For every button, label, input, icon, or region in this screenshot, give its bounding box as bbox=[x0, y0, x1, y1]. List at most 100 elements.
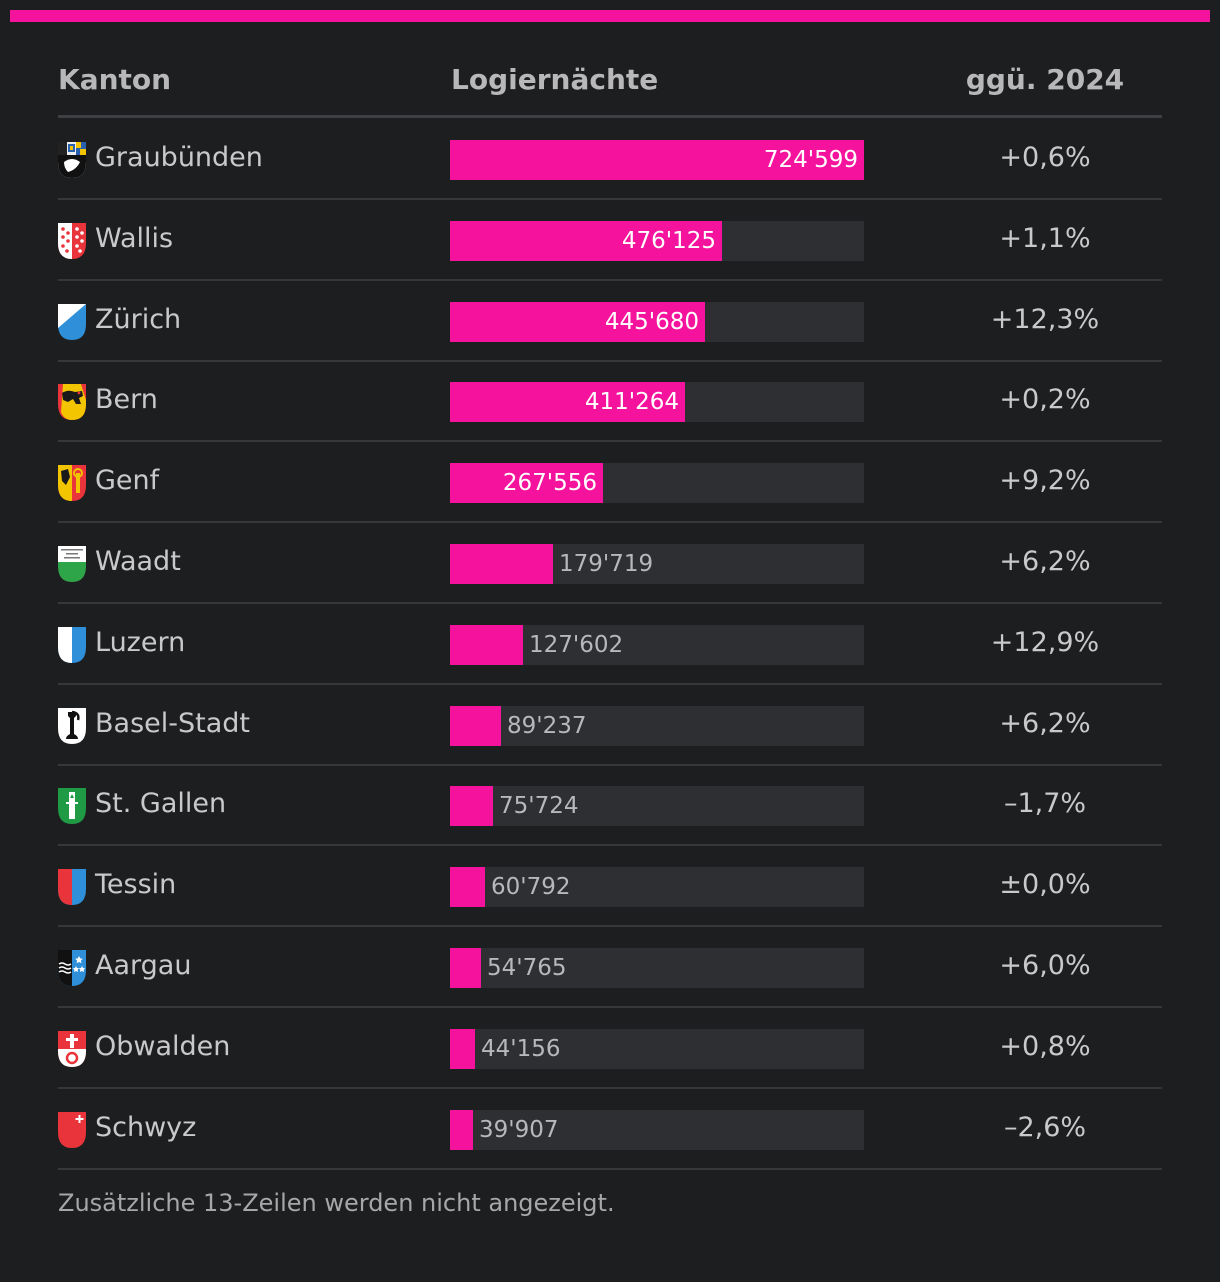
schwyz-flag-icon bbox=[58, 1112, 86, 1148]
bar-value-label: 60'792 bbox=[491, 874, 571, 900]
bar-value-label: 476'125 bbox=[621, 228, 716, 254]
kanton-name: Zürich bbox=[95, 304, 182, 335]
bar-track: 44'156 bbox=[450, 1029, 864, 1069]
kanton-name: Obwalden bbox=[95, 1031, 231, 1062]
table-row[interactable]: Basel-Stadt 89'237 +6,2% bbox=[58, 686, 1162, 766]
table-row[interactable]: St. Gallen 75'724 –1,7% bbox=[58, 766, 1162, 846]
row-divider bbox=[58, 683, 1162, 685]
row-divider bbox=[58, 925, 1162, 927]
table-row[interactable]: Zürich 445'680 +12,3% bbox=[58, 282, 1162, 362]
row-divider bbox=[58, 1168, 1162, 1170]
bar-value-label: 724'599 bbox=[763, 147, 858, 173]
row-divider bbox=[58, 279, 1162, 281]
change-value: +0,6% bbox=[999, 142, 1091, 173]
bar-value-label: 267'556 bbox=[502, 470, 597, 496]
bar-track: 445'680 bbox=[450, 302, 864, 342]
luzern-flag-icon bbox=[58, 627, 86, 663]
bar-fill bbox=[450, 1029, 475, 1069]
table-row[interactable]: Genf 267'556 +9,2% bbox=[58, 443, 1162, 523]
bar-value-label: 75'724 bbox=[499, 793, 579, 819]
row-divider bbox=[58, 521, 1162, 523]
kanton-name: Luzern bbox=[95, 627, 186, 658]
aargau-flag-icon bbox=[58, 950, 86, 986]
change-value: +0,8% bbox=[999, 1031, 1091, 1062]
kanton-name: Genf bbox=[95, 465, 160, 496]
bar-fill bbox=[450, 140, 864, 180]
waadt-flag-icon bbox=[58, 546, 86, 582]
change-value: +6,2% bbox=[999, 708, 1091, 739]
kanton-name: Basel-Stadt bbox=[95, 708, 250, 739]
bar-track: 127'602 bbox=[450, 625, 864, 665]
kanton-name: St. Gallen bbox=[95, 788, 227, 819]
row-divider bbox=[58, 602, 1162, 604]
bern-flag-icon bbox=[58, 384, 86, 420]
bar-fill bbox=[450, 544, 553, 584]
change-value: +6,0% bbox=[999, 950, 1091, 981]
kanton-name: Schwyz bbox=[95, 1112, 197, 1143]
row-divider bbox=[58, 764, 1162, 766]
kanton-name: Graubünden bbox=[95, 142, 263, 173]
bar-track: 179'719 bbox=[450, 544, 864, 584]
column-header-kanton[interactable]: Kanton bbox=[58, 63, 172, 96]
kanton-name: Aargau bbox=[95, 950, 192, 981]
bar-track: 476'125 bbox=[450, 221, 864, 261]
table-row[interactable]: Aargau 54'765 +6,0% bbox=[58, 928, 1162, 1008]
change-value: +12,3% bbox=[990, 304, 1100, 335]
bar-track: 411'264 bbox=[450, 382, 864, 422]
table-row[interactable]: Wallis 476'125 +1,1% bbox=[58, 201, 1162, 281]
bar-track: 60'792 bbox=[450, 867, 864, 907]
bar-fill bbox=[450, 1110, 473, 1150]
row-divider bbox=[58, 198, 1162, 200]
bar-value-label: 445'680 bbox=[604, 309, 699, 335]
bar-fill bbox=[450, 302, 705, 342]
row-divider bbox=[58, 844, 1162, 846]
row-divider bbox=[58, 360, 1162, 362]
zuerich-flag-icon bbox=[58, 304, 86, 340]
table-row[interactable]: Schwyz 39'907 –2,6% bbox=[58, 1090, 1162, 1170]
change-value: –1,7% bbox=[1003, 788, 1087, 819]
change-value: –2,6% bbox=[1003, 1112, 1087, 1143]
bar-fill bbox=[450, 786, 493, 826]
bar-fill bbox=[450, 221, 722, 261]
basel-stadt-flag-icon bbox=[58, 708, 86, 744]
table-row[interactable]: Graubünden 724'599 +0,6% bbox=[58, 120, 1162, 200]
bar-track: 75'724 bbox=[450, 786, 864, 826]
bar-fill bbox=[450, 382, 685, 422]
tessin-flag-icon bbox=[58, 869, 86, 905]
change-value: +9,2% bbox=[999, 465, 1091, 496]
st-gallen-flag-icon bbox=[58, 788, 86, 824]
bar-value-label: 44'156 bbox=[481, 1036, 561, 1062]
kanton-name: Waadt bbox=[95, 546, 181, 577]
bar-value-label: 127'602 bbox=[529, 632, 624, 658]
kanton-name: Bern bbox=[95, 384, 158, 415]
kanton-name: Wallis bbox=[95, 223, 174, 254]
bar-value-label: 411'264 bbox=[584, 389, 679, 415]
change-value: +0,2% bbox=[999, 384, 1091, 415]
bar-fill bbox=[450, 463, 603, 503]
change-value: +12,9% bbox=[990, 627, 1100, 658]
table-row[interactable]: Bern 411'264 +0,2% bbox=[58, 362, 1162, 442]
bar-track: 39'907 bbox=[450, 1110, 864, 1150]
bar-fill bbox=[450, 625, 523, 665]
bar-track: 54'765 bbox=[450, 948, 864, 988]
bar-fill bbox=[450, 706, 501, 746]
change-value: ±0,0% bbox=[999, 869, 1091, 900]
bar-fill bbox=[450, 867, 485, 907]
change-value: +6,2% bbox=[999, 546, 1091, 577]
table-row[interactable]: Obwalden 44'156 +0,8% bbox=[58, 1009, 1162, 1089]
bar-value-label: 179'719 bbox=[559, 551, 654, 577]
accent-top-bar bbox=[10, 10, 1210, 22]
row-divider bbox=[58, 1087, 1162, 1089]
graubuenden-flag-icon bbox=[58, 142, 86, 178]
table-row[interactable]: Waadt 179'719 +6,2% bbox=[58, 524, 1162, 604]
genf-flag-icon bbox=[58, 465, 86, 501]
table-row[interactable]: Luzern 127'602 +12,9% bbox=[58, 605, 1162, 685]
column-header-logiernaechte[interactable]: Logiernächte bbox=[451, 63, 659, 96]
header-divider bbox=[58, 115, 1162, 118]
footer-note: Zusätzliche 13-Zeilen werden nicht angez… bbox=[58, 1189, 615, 1217]
bar-track: 267'556 bbox=[450, 463, 864, 503]
table-row[interactable]: Tessin 60'792 ±0,0% bbox=[58, 847, 1162, 927]
column-header-change[interactable]: ggü. 2024 bbox=[965, 63, 1125, 96]
kanton-name: Tessin bbox=[95, 869, 177, 900]
bar-value-label: 89'237 bbox=[507, 713, 587, 739]
